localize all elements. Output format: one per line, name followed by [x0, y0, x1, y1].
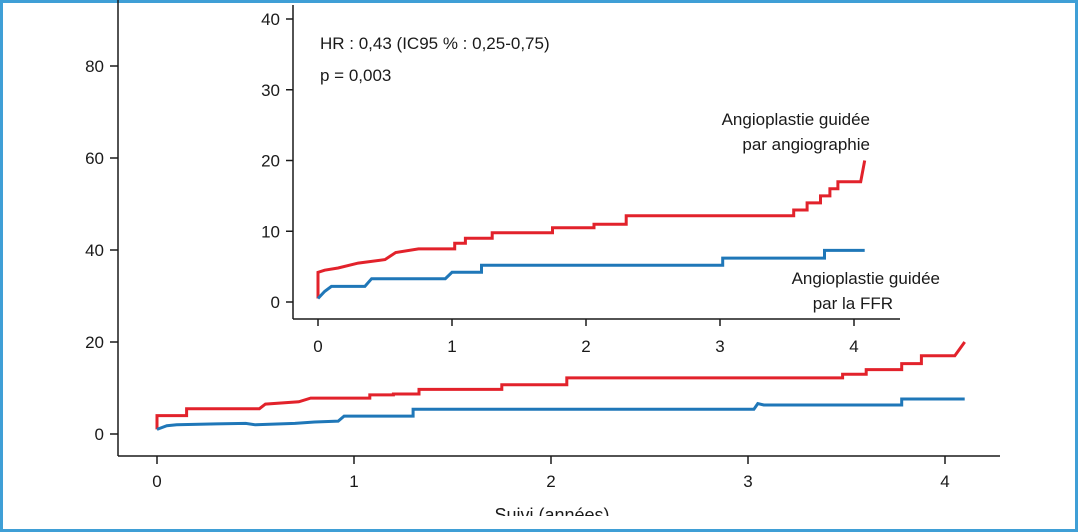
main-axes — [117, 0, 1000, 457]
inset-y-tick-label-10: 10 — [261, 222, 280, 241]
inset-y-tick-label-0: 0 — [271, 293, 280, 312]
main-x-tick-label-4: 4 — [940, 472, 949, 491]
blue-series-label-line2: par la FFR — [813, 294, 893, 313]
blue-series-label-line1: Angioplastie guidée — [792, 269, 940, 288]
main-y-tick-label-40: 40 — [85, 241, 104, 260]
inset-x-tick-label-4: 4 — [849, 337, 858, 356]
p-value-annotation: p = 0,003 — [320, 66, 391, 85]
main-x-tick-label-1: 1 — [349, 472, 358, 491]
main-red-series-line — [155, 341, 966, 430]
inset-y-tick-label-40: 40 — [261, 10, 280, 29]
main-x-tick-label-0: 0 — [152, 472, 161, 491]
main-y-tick-label-80: 80 — [85, 57, 104, 76]
main-blue-series-line — [156, 397, 965, 431]
main-y-tick-label-20: 20 — [85, 333, 104, 352]
main-x-tick-label-2: 2 — [546, 472, 555, 491]
main-y-tick-label-60: 60 — [85, 149, 104, 168]
inset-series — [316, 160, 867, 300]
inset-x-tick-label-2: 2 — [581, 337, 590, 356]
inset-red-series-line — [316, 160, 867, 299]
inset-y-tick-label-30: 30 — [261, 81, 280, 100]
inset-x-tick-label-3: 3 — [715, 337, 724, 356]
main-x-axis-label: Suivi (années) — [494, 505, 609, 516]
red-series-label-line1: Angioplastie guidée — [722, 110, 870, 129]
red-series-label-line2: par angiographie — [742, 135, 870, 154]
inset-y-tick-label-20: 20 — [261, 152, 280, 171]
inset-blue-series-line — [316, 248, 865, 300]
inset-axes — [292, 5, 900, 320]
inset-x-tick-label-1: 1 — [447, 337, 456, 356]
main-x-tick-label-3: 3 — [743, 472, 752, 491]
inset-x-tick-label-0: 0 — [313, 337, 322, 356]
hr-annotation: HR : 0,43 (IC95 % : 0,25-0,75) — [320, 34, 550, 53]
main-y-tick-label-0: 0 — [95, 425, 104, 444]
main-series — [155, 341, 966, 431]
